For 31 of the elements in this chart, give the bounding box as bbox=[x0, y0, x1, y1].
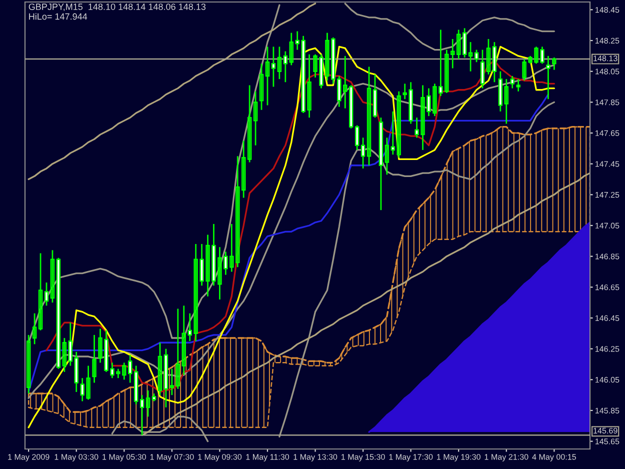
x-tick-label: 1 May 15:30 bbox=[341, 454, 385, 462]
y-tick-label: 146.05 bbox=[595, 376, 620, 383]
x-tick-label: 4 May 00:15 bbox=[532, 454, 576, 462]
ref-line-label: 148.13 bbox=[594, 55, 618, 62]
x-tick-label: 1 May 19:30 bbox=[437, 454, 480, 462]
x-tick-label: 1 May 11:30 bbox=[246, 454, 290, 462]
x-tick-label: 1 May 17:30 bbox=[389, 454, 433, 462]
x-tick-label: 1 May 09:30 bbox=[198, 454, 242, 462]
y-tick-label: 146.45 bbox=[595, 315, 620, 321]
x-tick-label: 1 May 07:30 bbox=[150, 454, 194, 462]
y-tick-label: 147.45 bbox=[595, 161, 620, 167]
y-tick-label: 147.05 bbox=[595, 222, 620, 228]
ref-line-label: 145.69 bbox=[594, 428, 618, 434]
y-tick-label: 146.85 bbox=[595, 254, 620, 260]
y-tick-label: 148.45 bbox=[595, 7, 620, 13]
x-tick-label: 1 May 2009 bbox=[8, 454, 50, 462]
chart-title: GBPJPY,M15 148.10 148.14 148.06 148.13 bbox=[28, 4, 206, 12]
x-tick-label: 1 May 05:30 bbox=[102, 454, 146, 462]
y-tick-label: 145.65 bbox=[595, 438, 620, 444]
x-tick-label: 1 May 13:30 bbox=[294, 454, 338, 462]
y-tick-label: 147.25 bbox=[595, 192, 620, 198]
x-tick-label: 1 May 03:30 bbox=[54, 454, 98, 462]
text: HiLo= 147.944 bbox=[29, 13, 88, 20]
x-tick-label: 1 May 21:30 bbox=[484, 454, 528, 462]
y-tick-label: 147.65 bbox=[595, 130, 620, 136]
y-tick-label: 147.85 bbox=[595, 99, 620, 106]
y-tick-label: 146.65 bbox=[595, 284, 620, 290]
y-tick-label: 148.25 bbox=[595, 38, 620, 44]
y-tick-label: 146.25 bbox=[595, 346, 620, 352]
y-tick-label: 148.05 bbox=[595, 68, 620, 74]
y-tick-label: 145.85 bbox=[595, 408, 620, 414]
